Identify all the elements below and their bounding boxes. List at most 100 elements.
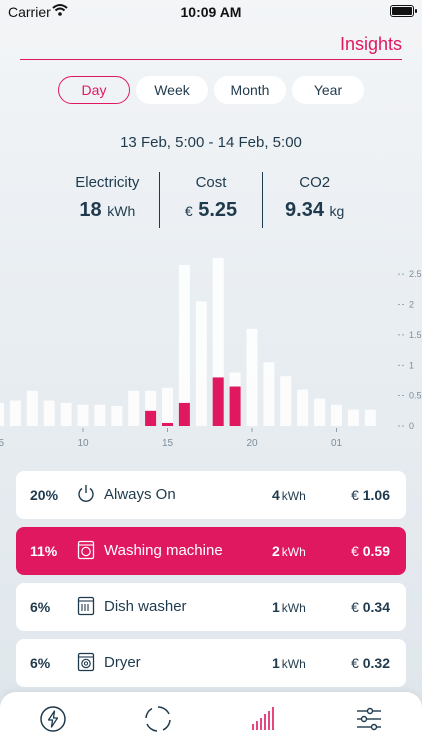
wifi-icon	[52, 4, 68, 16]
tab-bar	[0, 692, 422, 750]
chart-bar	[297, 389, 309, 426]
device-list: 20% Always On 4 kWh € 1.06 11% Washing ma…	[16, 471, 406, 695]
settings-sliders-icon[interactable]	[354, 704, 384, 734]
device-row-dish-washer[interactable]: 6% Dish washer 1 kWh € 0.34	[16, 583, 406, 631]
electricity-value: 18	[79, 199, 102, 221]
status-bar: Carrier 10:09 AM	[0, 0, 422, 24]
electricity-unit: kWh	[107, 203, 136, 219]
co2-value: 9.34	[285, 199, 324, 221]
metric-label: Electricity	[75, 174, 140, 191]
device-row-dryer[interactable]: 6% Dryer 1 kWh € 0.32	[16, 639, 406, 687]
dryer-icon	[77, 652, 95, 672]
chart-bar	[162, 387, 173, 426]
device-kwh: 2 kWh	[272, 543, 306, 559]
device-share: 11%	[30, 543, 58, 559]
chart-bar-highlight	[212, 377, 224, 426]
y-tick-label: 2.5	[409, 269, 422, 279]
tab-week[interactable]: Week	[136, 76, 208, 104]
chart-bar	[246, 328, 258, 426]
chart-bar	[280, 376, 292, 426]
y-tick-label: 0.5	[409, 391, 422, 401]
metric-co2: CO2 9.34 kg	[262, 172, 366, 228]
device-name: Always On	[104, 486, 176, 503]
y-tick-label: 1.5	[409, 330, 422, 340]
metric-value: 9.34 kg	[263, 199, 366, 222]
kwh-value: 4	[272, 487, 280, 503]
chart-bar-highlight	[162, 422, 173, 426]
insights-bars-icon[interactable]	[248, 704, 278, 734]
period-tabs: Day Week Month Year	[58, 76, 364, 104]
currency: €	[351, 599, 359, 615]
device-cost: € 0.32	[351, 655, 390, 671]
date-range: 13 Feb, 5:00 - 14 Feb, 5:00	[120, 134, 302, 151]
device-cost: € 1.06	[351, 487, 390, 503]
metric-label: Cost	[195, 174, 227, 191]
device-row-always-on[interactable]: 20% Always On 4 kWh € 1.06	[16, 471, 406, 519]
kwh-unit: kWh	[281, 545, 306, 559]
chart-bar	[0, 402, 4, 426]
device-cost: € 0.34	[351, 599, 390, 615]
cost-value: 0.34	[362, 599, 390, 615]
device-name: Dish washer	[104, 598, 187, 615]
chart-bar	[212, 258, 224, 426]
device-kwh: 1 kWh	[272, 599, 306, 615]
kwh-value: 1	[272, 599, 280, 615]
carrier-label: Carrier	[8, 4, 51, 20]
battery-icon	[390, 5, 417, 17]
clock: 10:09 AM	[180, 4, 242, 20]
power-icon	[78, 485, 94, 502]
chart-bar-highlight	[145, 410, 157, 426]
device-share: 6%	[30, 599, 51, 615]
tab-day[interactable]: Day	[58, 76, 130, 104]
currency: €	[351, 655, 359, 671]
chart-bar	[60, 402, 72, 426]
tab-month[interactable]: Month	[214, 76, 286, 104]
chart-bar	[145, 390, 157, 426]
device-kwh: 1 kWh	[272, 655, 306, 671]
x-tick-label: 20	[246, 438, 258, 449]
device-share: 20%	[30, 487, 59, 503]
chart-bar-highlight	[229, 386, 241, 426]
metric-electricity: Electricity 18 kWh	[56, 172, 159, 228]
chart-bar	[347, 409, 359, 426]
device-name: Washing machine	[104, 542, 223, 559]
chart-bar	[364, 409, 376, 426]
lightning-icon[interactable]	[38, 704, 68, 734]
y-tick-label: 1	[409, 360, 414, 370]
device-share: 6%	[30, 655, 51, 671]
kwh-unit: kWh	[281, 657, 306, 671]
washing-machine-icon	[77, 540, 95, 560]
cycle-icon[interactable]	[143, 704, 173, 734]
cost-value: 5.25	[198, 199, 238, 221]
chart-bar	[331, 404, 342, 426]
metric-cost: Cost € 5.25	[158, 172, 263, 228]
cost-value: 0.59	[362, 543, 390, 559]
chart-bar	[94, 404, 106, 426]
metric-value: 18 kWh	[56, 199, 159, 222]
chart-bar	[77, 404, 89, 426]
page-title: Insights	[339, 34, 402, 54]
device-row-washing-machine[interactable]: 11% Washing machine 2 kWh € 0.59	[16, 527, 406, 575]
x-tick-label: 15	[162, 438, 174, 449]
metric-value: € 5.25	[160, 199, 263, 222]
device-cost: € 0.59	[351, 543, 390, 559]
currency: €	[351, 487, 359, 503]
device-name: Dryer	[104, 654, 141, 671]
cost-value: 0.32	[362, 655, 390, 671]
y-tick-label: 0	[409, 421, 414, 431]
device-kwh: 4 kWh	[272, 487, 306, 503]
x-tick-label: 01	[331, 438, 343, 449]
chart-bar	[178, 265, 190, 426]
chart-bar	[128, 390, 140, 426]
cost-value: 1.06	[362, 487, 390, 503]
y-tick-label: 2	[409, 300, 414, 310]
chart-bar	[43, 400, 55, 426]
header: Insights	[20, 30, 402, 60]
tab-year[interactable]: Year	[292, 76, 364, 104]
summary: Electricity 18 kWh Cost € 5.25 CO2 9.34 …	[56, 172, 366, 228]
chart-bar	[111, 405, 123, 426]
metric-label: CO2	[299, 174, 331, 191]
chart-bar	[314, 398, 326, 426]
x-tick-label: 10	[77, 438, 89, 449]
currency: €	[351, 543, 359, 559]
